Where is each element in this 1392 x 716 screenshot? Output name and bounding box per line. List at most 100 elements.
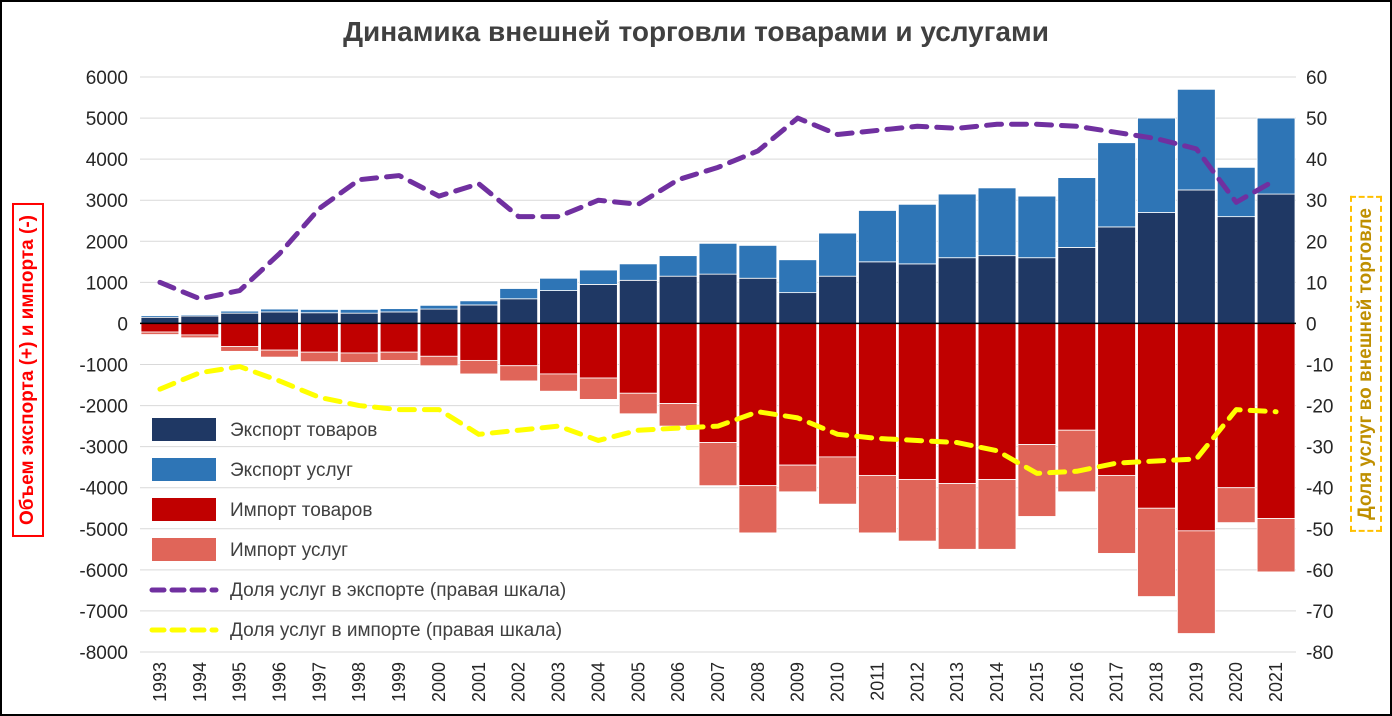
x-tick-label: 1999: [389, 662, 409, 702]
x-tick-label: 2004: [588, 662, 608, 702]
bar-import: [539, 323, 578, 375]
bar-export: [579, 284, 618, 324]
right-tick-label: 60: [1306, 68, 1327, 89]
bar-import: [818, 456, 857, 505]
bar-export: [1137, 212, 1176, 324]
left-tick-label: -3000: [79, 438, 128, 459]
legend-label: Доля услуг в экспорте (правая шкала): [230, 580, 566, 601]
bar-export: [858, 261, 897, 324]
bar-export: [180, 315, 220, 324]
legend-label: Доля услуг в импорте (правая шкала): [230, 620, 562, 641]
x-tick-label: 2017: [1107, 662, 1127, 702]
x-tick-label: 2014: [987, 662, 1007, 702]
left-tick-label: -5000: [79, 520, 128, 541]
bar-import: [658, 323, 698, 404]
bar-export: [499, 288, 539, 300]
bar-export: [220, 312, 259, 324]
bar-import: [1256, 518, 1296, 573]
legend: Экспорт товаров Экспорт услуг Импорт товар…: [149, 418, 566, 641]
bar-export: [499, 298, 539, 324]
left-tick-label: -7000: [79, 602, 128, 623]
bar-export: [539, 290, 578, 324]
bar-export: [977, 255, 1017, 324]
bar-import: [339, 352, 379, 363]
bar-export: [419, 304, 459, 310]
bar-export: [937, 193, 977, 259]
bar-export: [339, 309, 379, 314]
bar-import: [260, 323, 299, 351]
x-tick-label: 2021: [1266, 662, 1286, 702]
bar-import: [579, 323, 618, 379]
bar-export: [1216, 166, 1256, 218]
chart-title: Динамика внешней торговли товарами и усл…: [343, 16, 1049, 47]
bar-export: [698, 273, 738, 324]
bar-import: [300, 351, 339, 363]
bar-export: [818, 232, 857, 277]
bar-export: [1057, 177, 1097, 248]
bar-export: [1256, 117, 1296, 195]
bar-export: [738, 277, 778, 324]
bar-import: [1017, 444, 1057, 517]
bar-import: [618, 323, 658, 394]
bar-import: [220, 323, 259, 347]
bar-import: [1137, 507, 1176, 597]
legend-swatch: [152, 498, 216, 521]
x-tick-label: 2001: [469, 662, 489, 702]
left-tick-label: 1000: [86, 273, 128, 294]
right-tick-label: -30: [1306, 438, 1333, 459]
bar-import: [140, 323, 180, 333]
bar-export: [140, 315, 180, 318]
bar-import: [419, 323, 459, 357]
right-tick-label: -10: [1306, 356, 1333, 377]
x-tick-label: 2020: [1226, 662, 1246, 702]
x-tick-label: 1998: [349, 662, 369, 702]
bar-import: [339, 323, 379, 354]
bar-import: [1256, 323, 1296, 519]
bar-export: [180, 314, 220, 317]
bar-export: [459, 300, 499, 306]
bar-import: [738, 485, 778, 534]
bar-import: [1177, 323, 1216, 532]
bar-import: [539, 373, 578, 392]
right-tick-label: 20: [1306, 232, 1327, 253]
bar-import: [937, 483, 977, 550]
left-tick-label: -1000: [79, 356, 128, 377]
bar-export: [778, 259, 818, 294]
left-tick-label: 2000: [86, 232, 128, 253]
left-tick-label: 6000: [86, 68, 128, 89]
left-tick-label: -6000: [79, 561, 128, 582]
left-tick-label: 0: [117, 314, 128, 335]
bar-import: [778, 323, 818, 466]
bar-import: [1216, 487, 1256, 524]
bar-import: [459, 323, 499, 361]
legend-label: Импорт товаров: [230, 500, 372, 521]
right-tick-label: -40: [1306, 479, 1333, 500]
bar-import: [180, 334, 220, 339]
x-tick-label: 2011: [867, 662, 887, 701]
bar-import: [618, 392, 658, 415]
right-tick-label: -60: [1306, 561, 1333, 582]
bar-export: [618, 263, 658, 281]
x-tick-label: 2010: [828, 662, 848, 702]
bar-import: [499, 365, 539, 382]
bar-export: [379, 308, 419, 313]
bar-import: [1017, 323, 1057, 445]
bar-export: [419, 308, 459, 324]
bar-import: [778, 464, 818, 493]
bar-import: [579, 377, 618, 400]
bar-export: [300, 312, 339, 324]
bar-export: [1097, 226, 1136, 324]
bar-import: [1177, 530, 1216, 634]
legend-swatch: [152, 418, 216, 441]
x-tick-label: 2018: [1146, 662, 1166, 702]
bar-export: [459, 304, 499, 324]
left-tick-label: -4000: [79, 479, 128, 500]
legend-label: Экспорт услуг: [230, 460, 353, 481]
line-series: [157, 364, 1279, 476]
x-tick-label: 2012: [907, 662, 927, 702]
x-tick-label: 2000: [429, 662, 449, 702]
left-tick-label: 4000: [86, 150, 128, 171]
bar-import: [260, 349, 299, 358]
x-tick-label: 2016: [1067, 662, 1087, 702]
